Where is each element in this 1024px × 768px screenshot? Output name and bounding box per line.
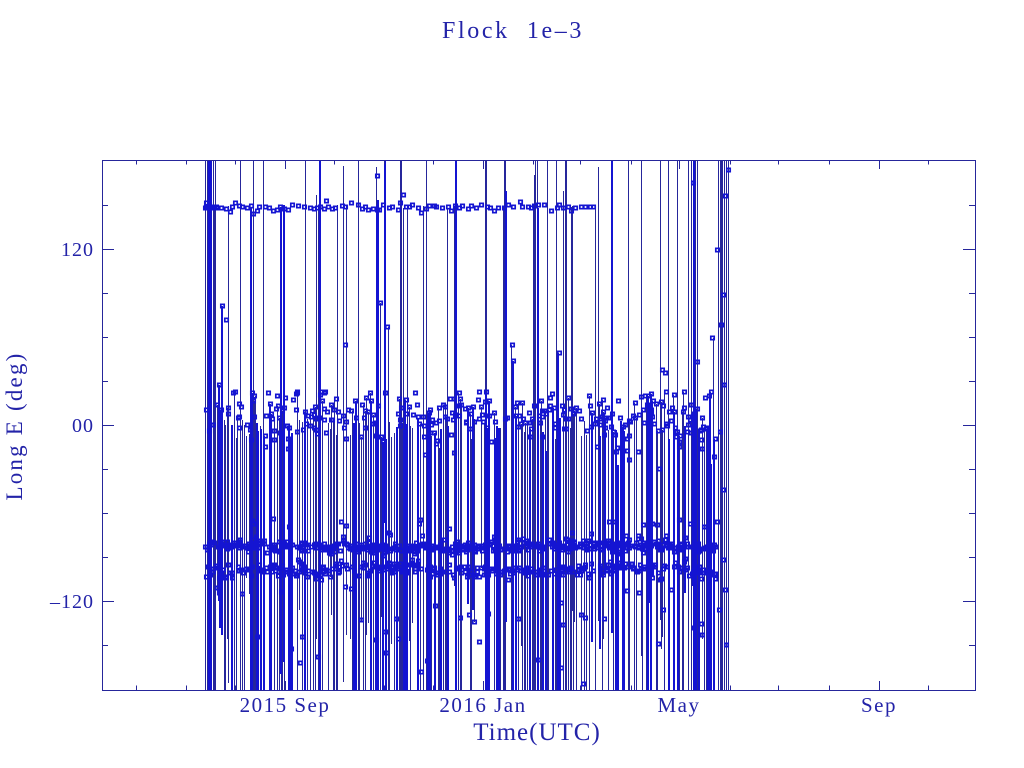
- svg-text:2015 Sep: 2015 Sep: [240, 693, 331, 717]
- svg-text:2016 Jan: 2016 Jan: [439, 693, 526, 717]
- svg-text:Flock 1e–3: Flock 1e–3: [442, 18, 584, 44]
- svg-text:Time(UTC): Time(UTC): [473, 719, 601, 746]
- svg-text:Sep: Sep: [861, 693, 897, 717]
- svg-text:May: May: [658, 693, 701, 717]
- svg-text:00: 00: [72, 415, 94, 437]
- svg-text:Long E (deg): Long E (deg): [2, 351, 27, 500]
- svg-text:120: 120: [61, 239, 94, 261]
- svg-text:–120: –120: [49, 591, 94, 613]
